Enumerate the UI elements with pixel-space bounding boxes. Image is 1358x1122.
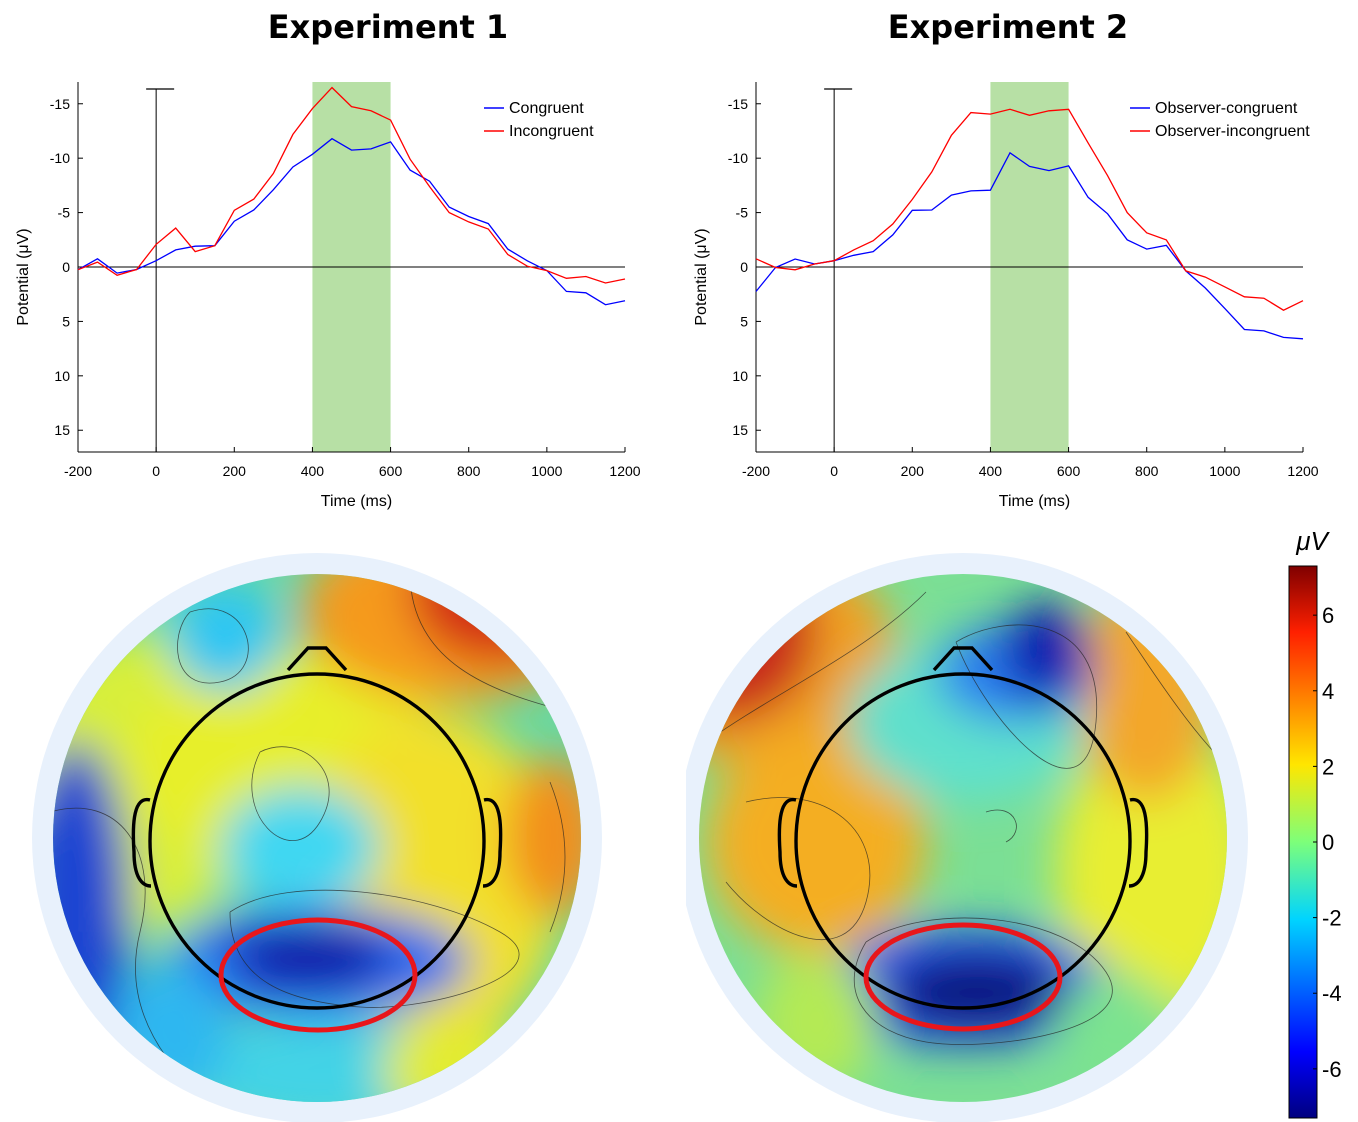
colorbar-tick-label: 4 [1322, 679, 1334, 704]
colorbar: μV 6 4 2 0 -2 -4 -6 [1288, 526, 1342, 1119]
legend-label: Observer-congruent [1155, 100, 1298, 117]
x-tick-label: 1000 [531, 463, 562, 479]
y-tick-label: 5 [62, 313, 70, 329]
y-tick-label: -10 [728, 150, 748, 166]
y-axis-label: Potential (μV) [15, 228, 32, 325]
colorbar-tick-label: 2 [1322, 754, 1334, 779]
series-line-observer-incongruent [755, 108, 1304, 311]
nose-marker [286, 646, 348, 672]
y-tick-label: 5 [740, 313, 748, 329]
x-tick-label: 0 [152, 463, 160, 479]
y-axis-label: Potential (μV) [693, 228, 710, 325]
legend-label: Congruent [509, 100, 584, 117]
y-tick-label: 10 [732, 368, 748, 384]
experiment-2-title: Experiment 2 [887, 8, 1129, 46]
x-axis-label: Time (ms) [321, 493, 392, 510]
y-tick-label: 15 [54, 422, 70, 438]
colorbar-tick-label: -4 [1322, 981, 1342, 1006]
experiment-1-title: Experiment 1 [267, 8, 509, 46]
x-tick-label: 1200 [609, 463, 640, 479]
x-tick-label: -200 [64, 463, 92, 479]
left-ear [777, 798, 798, 888]
x-tick-label: 600 [379, 463, 403, 479]
legend-label: Incongruent [509, 123, 594, 140]
head-outline [148, 672, 486, 1010]
colorbar-tick-label: 0 [1322, 830, 1334, 855]
left-ear [131, 798, 152, 888]
head-outline [794, 672, 1132, 1010]
y-tick-label: -5 [58, 205, 71, 221]
right-ear [482, 798, 503, 888]
topomap-experiment-1 [32, 553, 602, 1122]
erp-chart-experiment-1: -15 -10 -5 0 5 10 15 -200 0 200 400 600 800 1000 1200 T… [15, 82, 641, 510]
topomap-experiment-2 [686, 553, 1248, 1122]
y-tick-label: -15 [50, 96, 70, 112]
colorbar-tick-label: 6 [1322, 603, 1334, 628]
legend-label: Observer-incongruent [1155, 123, 1310, 140]
x-tick-label: 400 [301, 463, 325, 479]
x-tick-label: 800 [457, 463, 481, 479]
y-tick-label: 10 [54, 368, 70, 384]
x-tick-label: 0 [830, 463, 838, 479]
x-tick-label: 1200 [1287, 463, 1318, 479]
colorbar-tick-label: -6 [1322, 1057, 1342, 1082]
x-tick-label: 200 [223, 463, 247, 479]
topomap-field [53, 574, 581, 1102]
y-tick-label: -5 [736, 205, 749, 221]
erp-chart-experiment-2: -15 -10 -5 0 5 10 15 -200 0 200 400 600 800 1000 1200 T… [693, 82, 1319, 510]
right-ear [1128, 798, 1149, 888]
colorbar-tick-label: -2 [1322, 906, 1342, 931]
x-tick-label: 1000 [1209, 463, 1240, 479]
series-line-congruent [77, 137, 626, 306]
x-tick-label: -200 [742, 463, 770, 479]
y-tick-label: -15 [728, 96, 748, 112]
region-of-interest-ellipse [218, 917, 418, 1033]
region-of-interest-ellipse [863, 922, 1063, 1032]
y-tick-label: 15 [732, 422, 748, 438]
y-tick-label: -10 [50, 150, 70, 166]
y-tick-label: 0 [740, 259, 748, 275]
series-line-observer-congruent [755, 151, 1304, 340]
y-tick-label: 0 [62, 259, 70, 275]
series-line-incongruent [77, 86, 626, 284]
colorbar-gradient [1288, 565, 1318, 1119]
x-axis-label: Time (ms) [999, 493, 1070, 510]
x-tick-label: 600 [1057, 463, 1081, 479]
colorbar-unit: μV [1295, 526, 1330, 556]
x-tick-label: 400 [979, 463, 1003, 479]
x-tick-label: 200 [901, 463, 925, 479]
nose-marker [932, 646, 994, 672]
x-tick-label: 800 [1135, 463, 1159, 479]
